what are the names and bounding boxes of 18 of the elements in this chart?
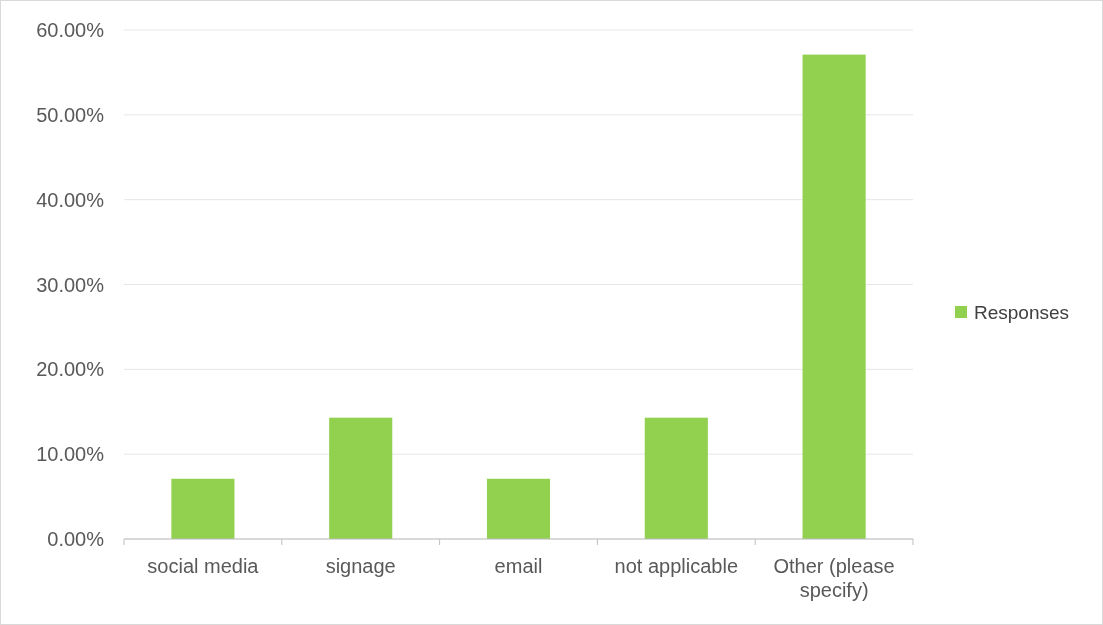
- bar: [486, 478, 551, 539]
- x-tick-label: social media: [147, 555, 260, 577]
- bar: [644, 417, 708, 539]
- x-tick-label: signage: [325, 555, 396, 577]
- x-tick-label: Other (please specify): [773, 555, 895, 601]
- bar: [171, 478, 235, 539]
- y-tick-label: 10.00%: [36, 443, 105, 466]
- legend-label: Responses: [974, 301, 1070, 323]
- bar: [329, 417, 393, 539]
- y-tick-label: 50.00%: [36, 103, 105, 126]
- y-tick-label: 20.00%: [36, 358, 105, 381]
- y-tick-label: 40.00%: [36, 188, 105, 211]
- bar: [802, 54, 866, 539]
- x-tick-label: not applicable: [614, 555, 739, 577]
- y-tick-label: 0.00%: [47, 528, 105, 550]
- y-tick-label: 30.00%: [36, 273, 105, 296]
- y-tick-label: 60.00%: [36, 19, 105, 41]
- x-tick-label: email: [494, 555, 543, 577]
